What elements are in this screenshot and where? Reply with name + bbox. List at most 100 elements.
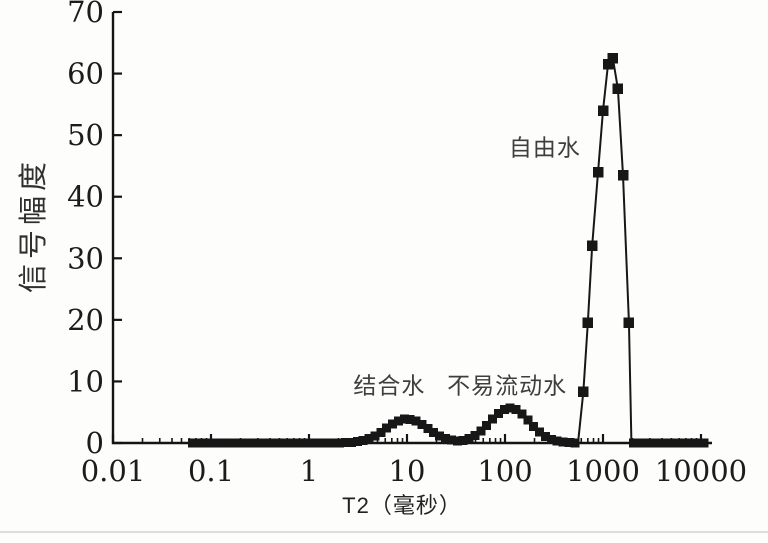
- y-tick-label: 50: [67, 118, 104, 152]
- free-water-marker: [582, 317, 594, 329]
- x-tick-label: 1: [300, 454, 318, 488]
- data-marker: [370, 431, 380, 441]
- y-tick-label: 60: [67, 57, 104, 91]
- data-marker: [488, 414, 498, 424]
- data-marker: [341, 438, 351, 448]
- free-water-marker: [597, 105, 609, 116]
- data-marker: [629, 438, 639, 448]
- data-marker: [246, 438, 256, 448]
- x-tick-label: 10000: [655, 454, 747, 488]
- data-marker: [335, 438, 345, 448]
- data-marker: [640, 438, 650, 448]
- data-marker: [376, 427, 386, 437]
- data-marker: [305, 438, 315, 448]
- data-marker: [687, 438, 697, 448]
- data-marker: [270, 438, 280, 448]
- data-marker: [323, 438, 333, 448]
- data-marker: [558, 437, 568, 447]
- data-marker: [670, 438, 680, 448]
- annotation-bound-water: 结合水: [353, 373, 425, 399]
- data-marker: [517, 409, 527, 419]
- data-marker: [570, 438, 580, 448]
- data-marker: [364, 434, 374, 444]
- data-marker: [476, 426, 486, 436]
- data-marker: [382, 423, 392, 433]
- data-marker: [358, 436, 368, 446]
- data-marker: [329, 438, 339, 448]
- data-marker: [288, 438, 298, 448]
- data-marker: [441, 434, 451, 444]
- y-tick-label: 0: [86, 426, 104, 460]
- data-marker: [276, 438, 286, 448]
- data-marker: [505, 403, 515, 413]
- data-marker: [229, 438, 239, 448]
- data-marker: [393, 416, 403, 426]
- data-marker: [464, 434, 474, 444]
- data-marker: [423, 424, 433, 434]
- data-marker: [535, 427, 545, 437]
- x-tick-label: 100: [477, 454, 532, 488]
- data-marker: [194, 438, 204, 448]
- free-water-marker: [623, 317, 635, 329]
- data-marker: [282, 438, 292, 448]
- data-marker: [552, 436, 562, 446]
- x-tick-label: 0.01: [81, 454, 146, 488]
- data-marker: [693, 438, 703, 448]
- data-marker: [446, 435, 456, 445]
- free-water-curve: [577, 55, 633, 444]
- data-marker: [529, 421, 539, 431]
- data-marker: [235, 438, 245, 448]
- data-marker: [405, 414, 415, 424]
- data-marker: [299, 438, 309, 448]
- data-marker: [346, 437, 356, 447]
- data-marker: [188, 438, 198, 448]
- data-marker: [546, 434, 556, 444]
- data-marker: [470, 431, 480, 441]
- annotation-irreducible-water: 不易流动水: [447, 373, 567, 399]
- y-tick-label: 10: [67, 364, 104, 398]
- data-marker: [241, 438, 251, 448]
- data-marker: [429, 428, 439, 438]
- data-marker: [452, 436, 462, 446]
- data-marker: [664, 438, 674, 448]
- data-marker: [682, 438, 692, 448]
- data-marker: [211, 438, 221, 448]
- y-tick-label: 30: [67, 241, 104, 275]
- free-water-marker: [607, 52, 619, 64]
- data-marker: [252, 438, 262, 448]
- data-marker: [540, 431, 550, 441]
- free-water-marker: [602, 59, 614, 70]
- data-marker: [435, 431, 445, 441]
- annotation-free-water: 自由水: [509, 134, 581, 160]
- x-tick-label: 10: [389, 454, 426, 488]
- free-water-marker: [578, 386, 589, 398]
- x-tick-label: 1000: [566, 454, 640, 488]
- data-marker: [635, 438, 645, 448]
- data-marker: [493, 408, 503, 418]
- data-marker: [652, 438, 662, 448]
- data-marker: [676, 438, 686, 448]
- data-marker: [499, 404, 509, 414]
- data-marker: [523, 415, 533, 425]
- data-marker: [458, 435, 468, 445]
- data-marker: [699, 438, 709, 448]
- y-tick-label: 40: [67, 180, 104, 214]
- x-tick-label: 0.1: [188, 454, 234, 488]
- data-marker: [482, 421, 492, 431]
- data-marker: [264, 438, 274, 448]
- data-marker: [646, 438, 656, 448]
- data-marker: [352, 437, 362, 447]
- data-marker: [199, 438, 209, 448]
- data-marker: [511, 405, 521, 415]
- free-water-marker: [617, 169, 629, 181]
- y-tick-label: 20: [67, 303, 104, 337]
- data-marker: [388, 419, 398, 429]
- y-tick-label: 70: [67, 0, 104, 29]
- data-marker: [411, 416, 421, 426]
- free-water-marker: [586, 240, 598, 252]
- data-marker: [311, 438, 321, 448]
- data-marker: [205, 438, 215, 448]
- data-marker: [564, 438, 574, 448]
